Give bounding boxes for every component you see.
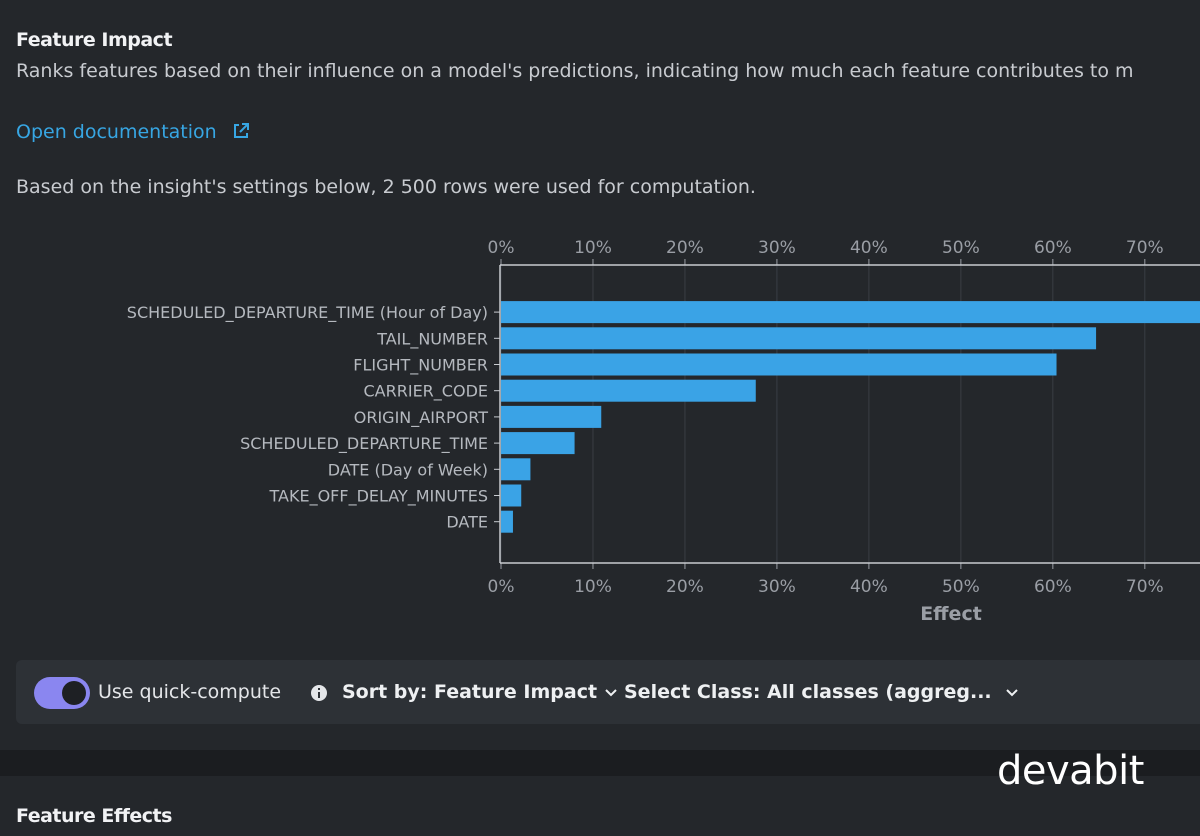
note: Based on the insight's settings below, 2… [16, 176, 756, 198]
y-tick-label: DATE (Day of Week) [328, 460, 488, 479]
y-tick-label: FLIGHT_NUMBER [353, 356, 488, 376]
bar [501, 405, 602, 428]
x-tick-label: 10% [574, 238, 612, 258]
divider-band [0, 750, 1200, 776]
bar [501, 458, 531, 481]
x-tick-label: 20% [666, 577, 704, 597]
x-tick-label: 0% [488, 238, 515, 258]
sort-label[interactable]: Sort by: Feature Impact [342, 681, 598, 703]
chevron [1006, 689, 1018, 697]
doc-link[interactable]: Open documentation [16, 121, 251, 143]
y-tick-label: DATE [446, 513, 488, 532]
y-tick-label: CARRIER_CODE [364, 382, 489, 402]
x-tick-label: 70% [1126, 577, 1164, 597]
x-tick-label: 40% [850, 577, 888, 597]
x-tick-label: 40% [850, 238, 888, 258]
toggle-label: Use quick-compute [98, 681, 282, 703]
x-axis-label: Effect [920, 603, 982, 625]
bar [501, 327, 1097, 350]
y-tick-label: SCHEDULED_DEPARTURE_TIME (Hour of Day) [127, 303, 488, 323]
toolbar: Use quick-compute Sort by: Feature Impac… [16, 660, 1200, 724]
external-icon [233, 123, 249, 138]
x-tick-label: 50% [942, 577, 980, 597]
bar [501, 484, 522, 507]
x-tick-label: 50% [942, 238, 980, 258]
x-tick-label: 20% [666, 238, 704, 258]
y-tick-label: ORIGIN_AIRPORT [354, 408, 488, 428]
bar [501, 379, 756, 402]
x-tick-label: 30% [758, 238, 796, 258]
section-title: Feature Impact [16, 29, 173, 51]
y-tick-label: TAIL_NUMBER [376, 329, 488, 349]
chart: Effect 0% 0% 10% 10% 20% 20% 30% 30% 40% 40% 50% 50… [127, 238, 1200, 625]
x-tick-label: 10% [574, 577, 612, 597]
x-tick-label: 60% [1034, 577, 1072, 597]
y-tick-label: TAKE_OFF_DELAY_MINUTES [268, 487, 488, 507]
description: Ranks features based on their influence … [16, 60, 1134, 82]
bar [501, 510, 513, 533]
sort-select[interactable]: Sort by: Feature Impact [342, 681, 618, 703]
class-label[interactable]: Select Class: All classes (aggreg... [624, 681, 992, 703]
info-icon[interactable] [310, 684, 328, 702]
class-select[interactable]: Select Class: All classes (aggreg... [624, 681, 1019, 703]
x-tick-label: 0% [488, 577, 515, 597]
chevron [604, 689, 617, 697]
bar [501, 432, 575, 455]
x-tick-label: 70% [1126, 238, 1164, 258]
bar [501, 301, 1200, 324]
x-tick-label: 60% [1034, 238, 1072, 258]
link-text[interactable]: Open documentation [16, 121, 217, 143]
y-tick-label: SCHEDULED_DEPARTURE_TIME [240, 434, 488, 454]
toggle[interactable] [34, 677, 90, 709]
watermark: devabit [997, 748, 1144, 794]
bar [501, 353, 1057, 376]
section-title: Feature Effects [16, 805, 172, 827]
x-tick-label: 30% [758, 577, 796, 597]
